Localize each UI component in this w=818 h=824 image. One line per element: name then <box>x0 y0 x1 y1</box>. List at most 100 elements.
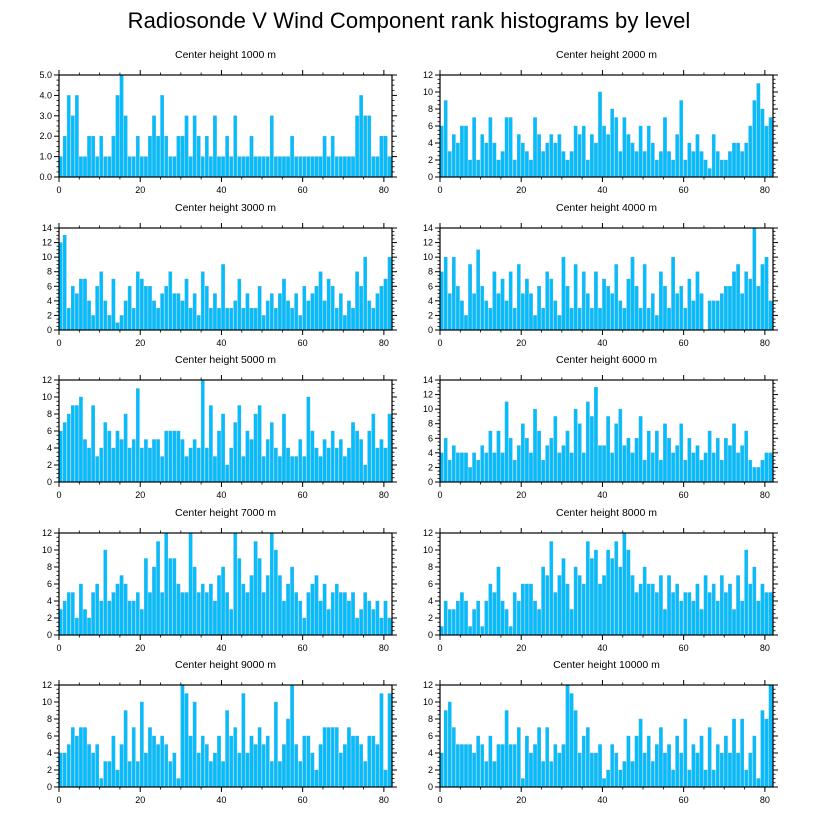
bar <box>703 452 708 483</box>
bar <box>204 286 209 331</box>
y-tick-label: 0 <box>47 477 52 487</box>
bar <box>176 583 181 636</box>
bar <box>75 735 79 788</box>
bar <box>95 456 100 483</box>
bar <box>371 156 376 178</box>
bar <box>443 256 448 331</box>
bar <box>286 718 290 788</box>
bar <box>140 447 144 483</box>
bar <box>504 117 509 178</box>
bar <box>339 156 343 178</box>
bar <box>79 156 83 178</box>
bar <box>646 307 651 331</box>
bar <box>573 264 578 331</box>
bar <box>760 459 765 483</box>
bar <box>715 300 720 331</box>
y-tick-label: 0 <box>428 172 433 182</box>
bar <box>638 718 643 788</box>
bar <box>213 600 217 636</box>
bar <box>269 422 274 483</box>
bar <box>472 293 476 331</box>
bar <box>103 300 108 331</box>
bar <box>744 271 749 331</box>
bar <box>711 300 716 331</box>
bar <box>140 278 144 331</box>
bar <box>577 307 582 331</box>
bar <box>221 566 225 636</box>
bar <box>516 600 521 636</box>
bar <box>379 617 384 636</box>
bar <box>339 293 343 331</box>
bar <box>545 271 550 331</box>
bar <box>626 438 631 483</box>
bar <box>314 769 319 788</box>
bar <box>736 575 740 636</box>
bar <box>115 95 120 178</box>
bar <box>144 286 148 331</box>
bar <box>66 307 71 331</box>
bar <box>180 135 185 178</box>
bar <box>642 151 647 178</box>
bar <box>253 413 258 483</box>
bar <box>229 447 234 483</box>
bar <box>768 300 773 331</box>
bar <box>343 156 347 178</box>
bar <box>476 600 481 636</box>
bar <box>683 592 688 636</box>
bar <box>655 744 659 788</box>
bar <box>529 293 533 331</box>
bar <box>472 452 476 483</box>
bar <box>460 592 464 636</box>
bar <box>646 735 651 788</box>
bar <box>209 405 213 483</box>
bar <box>508 117 513 178</box>
bar <box>744 142 749 178</box>
bar <box>135 271 140 331</box>
bar <box>488 430 493 483</box>
x-tick-label: 0 <box>437 490 442 500</box>
bar <box>363 115 368 178</box>
bar <box>691 744 696 788</box>
y-tick-label: 14 <box>42 223 52 233</box>
bar <box>115 322 120 331</box>
bar <box>318 156 323 178</box>
bar <box>711 452 716 483</box>
bar <box>545 142 550 178</box>
bar <box>184 456 189 483</box>
bar <box>447 459 452 483</box>
bar <box>119 575 124 636</box>
bar <box>172 558 177 636</box>
bar <box>180 439 185 483</box>
bar <box>602 278 606 331</box>
y-tick-label: 4 <box>47 748 52 758</box>
bar <box>590 752 594 788</box>
bar <box>204 592 209 636</box>
bar <box>561 558 566 636</box>
bar <box>152 300 156 331</box>
bar <box>626 735 631 788</box>
panel-2: Center height 2000 m 0 2 4 6 8 10 12 0 20 40 60 80 <box>423 49 778 195</box>
bar <box>618 566 623 636</box>
bar <box>160 592 164 636</box>
x-tick-label: 0 <box>437 643 442 653</box>
bar <box>249 439 254 483</box>
bar <box>667 744 671 788</box>
bar <box>488 117 493 178</box>
y-tick-label: 0 <box>428 782 433 792</box>
figure-title: Radiosonde V Wind Component rank histogr… <box>127 8 691 33</box>
y-tick-label: 3.0 <box>39 111 52 121</box>
bar <box>184 693 189 788</box>
bar <box>290 307 294 331</box>
bar <box>115 769 120 788</box>
bar <box>626 278 631 331</box>
bar <box>699 459 704 483</box>
bar <box>447 701 452 788</box>
bar <box>525 583 529 636</box>
bar <box>269 293 274 331</box>
x-tick-label: 0 <box>56 795 61 805</box>
y-tick-label: 10 <box>423 697 433 707</box>
bar <box>152 735 156 788</box>
bar <box>339 752 343 788</box>
bar <box>217 307 221 331</box>
